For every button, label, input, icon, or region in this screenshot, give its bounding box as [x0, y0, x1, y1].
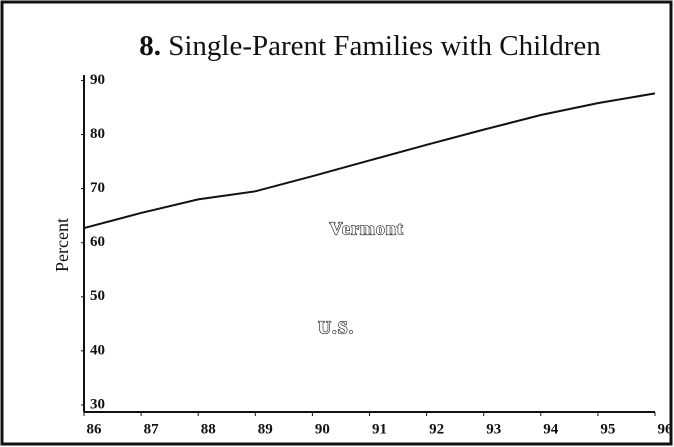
y-tick-label: 70 — [90, 180, 105, 196]
y-axis-label: Percent — [52, 218, 72, 272]
y-tick-label: 90 — [90, 72, 105, 88]
y-tick-label: 50 — [90, 288, 105, 304]
y-tick-label: 40 — [90, 342, 105, 358]
title-text: Single-Parent Families with Children — [168, 30, 601, 62]
data-line — [83, 92, 656, 230]
x-tick-label: 87 — [144, 421, 160, 437]
chart-title: 8. Single-Parent Families with Children — [139, 30, 601, 62]
annotation: Vermont — [330, 218, 404, 238]
x-tick-label: 86 — [87, 421, 103, 437]
y-tick-label: 30 — [90, 396, 105, 412]
x-tick-label: 89 — [258, 421, 273, 437]
x-tick-label: 88 — [201, 421, 216, 437]
annotation: U.S. — [318, 317, 354, 337]
x-tick-label: 91 — [372, 421, 387, 437]
x-tick-label: 90 — [315, 421, 330, 437]
x-tick-label: 96 — [658, 421, 674, 437]
x-tick-label: 94 — [543, 421, 559, 437]
x-tick-label: 92 — [429, 421, 444, 437]
x-tick-label: 95 — [600, 421, 615, 437]
y-tick-label: 80 — [90, 126, 105, 142]
y-tick-label: 60 — [90, 234, 105, 250]
title-number: 8. — [139, 30, 161, 62]
x-tick-label: 93 — [486, 421, 501, 437]
